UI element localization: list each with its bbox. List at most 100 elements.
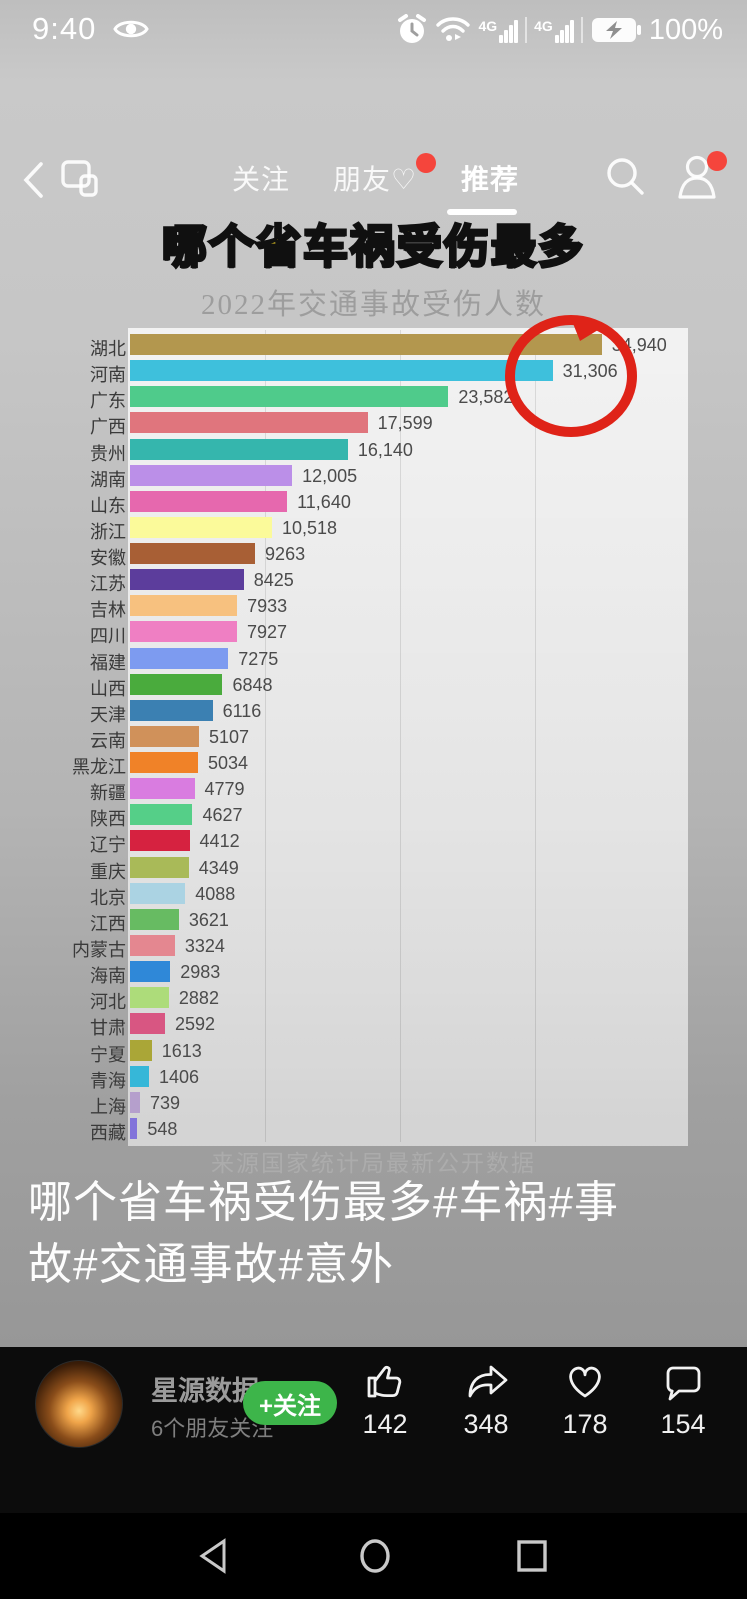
category-label: 内蒙古 bbox=[72, 939, 126, 960]
category-label: 湖北 bbox=[90, 339, 126, 359]
category-label: 黑龙江 bbox=[72, 757, 126, 778]
profile-icon[interactable] bbox=[672, 150, 724, 204]
category-label: 北京 bbox=[90, 887, 126, 908]
multi-screen-icon[interactable] bbox=[60, 156, 102, 200]
value-label: 2592 bbox=[174, 1014, 216, 1035]
caption-line: 哪个省车祸受伤最多#车祸#事 bbox=[28, 1178, 619, 1227]
value-label: 7275 bbox=[238, 648, 279, 669]
follow-button[interactable]: +关注 bbox=[243, 1381, 337, 1425]
android-back-icon[interactable] bbox=[196, 1537, 230, 1575]
chart-row: 广东 23,582 bbox=[0, 385, 747, 411]
tab-recommended[interactable]: 推荐 bbox=[461, 164, 520, 195]
chart-row: 湖南 12,005 bbox=[0, 464, 747, 490]
chart-row: 河南 31,306 bbox=[0, 359, 747, 385]
android-recents-icon[interactable] bbox=[515, 1538, 549, 1574]
chart-row: 北京 4088 bbox=[0, 882, 747, 908]
thumbs-up-icon bbox=[367, 1365, 402, 1398]
bar bbox=[130, 647, 229, 669]
bar bbox=[130, 464, 293, 486]
chart-row: 新疆 4779 bbox=[0, 777, 747, 803]
chart-row: 青海 1406 bbox=[0, 1065, 747, 1091]
chart-row: 福建 7275 bbox=[0, 647, 747, 673]
bar bbox=[130, 882, 186, 904]
category-label: 广西 bbox=[90, 417, 126, 438]
category-label: 重庆 bbox=[90, 861, 126, 882]
value-label: 7927 bbox=[247, 622, 288, 643]
chart-row: 山东 11,640 bbox=[0, 490, 747, 516]
engagement-bar: 星源数据 6个朋友关注 +关注 142 348 178 154 bbox=[0, 1347, 747, 1513]
value-label: 4412 bbox=[199, 831, 240, 852]
bar bbox=[130, 412, 368, 434]
chart-row: 甘肃 2592 bbox=[0, 1012, 747, 1038]
value-label: 6848 bbox=[232, 674, 273, 695]
bar bbox=[130, 569, 244, 591]
tab-friends[interactable]: 朋友♡ bbox=[333, 164, 418, 195]
value-label: 17,599 bbox=[377, 413, 433, 434]
tab-follow[interactable]: 关注 bbox=[232, 164, 291, 195]
value-label: 4627 bbox=[202, 805, 243, 826]
video-player[interactable]: 9:40 4G 4G 100% bbox=[0, 0, 747, 1347]
bar bbox=[130, 987, 169, 1009]
chart-row: 辽宁 4412 bbox=[0, 829, 747, 855]
chart-row: 宁夏 1613 bbox=[0, 1039, 747, 1065]
value-label: 5107 bbox=[208, 726, 249, 747]
comment-count: 154 bbox=[660, 1409, 706, 1439]
like-button[interactable]: 142 bbox=[340, 1357, 430, 1440]
back-icon[interactable] bbox=[20, 160, 46, 200]
bar bbox=[130, 673, 223, 695]
signal-4g-icon: 4G bbox=[478, 18, 519, 43]
category-label: 陕西 bbox=[90, 809, 126, 830]
share-button[interactable]: 348 bbox=[441, 1357, 531, 1440]
value-label: 4779 bbox=[204, 779, 245, 800]
category-label: 浙江 bbox=[90, 521, 126, 542]
battery-charging-icon bbox=[590, 15, 642, 45]
value-label: 2983 bbox=[180, 962, 221, 983]
value-label: 8425 bbox=[253, 570, 294, 591]
value-label: 10,518 bbox=[281, 517, 338, 538]
chart-row: 内蒙古 3324 bbox=[0, 934, 747, 960]
value-label: 3324 bbox=[184, 935, 225, 956]
value-label: 16,140 bbox=[357, 439, 413, 460]
bar bbox=[130, 334, 602, 355]
chart-row: 海南 2983 bbox=[0, 960, 747, 986]
favorite-button[interactable]: 178 bbox=[540, 1357, 630, 1440]
search-icon[interactable] bbox=[602, 152, 648, 200]
video-caption: 哪个省车祸受伤最多#车祸#事 故#交通事故#意外 bbox=[28, 1172, 728, 1296]
chart-row: 四川 7927 bbox=[0, 620, 747, 646]
clock-time: 9:40 bbox=[32, 11, 97, 46]
bar bbox=[130, 1065, 149, 1087]
caption-line: 故#交通事故#意外 bbox=[28, 1240, 394, 1289]
category-label: 海南 bbox=[90, 966, 126, 987]
share-icon bbox=[468, 1365, 508, 1398]
chart-row: 上海 739 bbox=[0, 1091, 747, 1117]
status-divider bbox=[580, 17, 583, 43]
category-label: 西藏 bbox=[90, 1122, 126, 1143]
bar bbox=[130, 1039, 152, 1061]
category-label: 上海 bbox=[90, 1096, 126, 1117]
value-label: 23,582 bbox=[458, 387, 514, 408]
chart-row: 重庆 4349 bbox=[0, 856, 747, 882]
like-count: 142 bbox=[362, 1409, 408, 1439]
chart-title: 2022年交通事故受伤人数 bbox=[200, 289, 546, 321]
value-label: 2882 bbox=[178, 988, 219, 1009]
bar bbox=[130, 725, 199, 747]
publisher-avatar[interactable] bbox=[35, 1360, 123, 1448]
android-home-icon[interactable] bbox=[358, 1537, 392, 1575]
category-label: 青海 bbox=[90, 1070, 126, 1091]
android-nav-bar bbox=[0, 1513, 747, 1599]
chart-row: 贵州 16,140 bbox=[0, 438, 747, 464]
bar bbox=[130, 360, 553, 382]
category-label: 新疆 bbox=[90, 783, 126, 804]
value-label: 5034 bbox=[207, 753, 248, 774]
value-label: 9263 bbox=[265, 544, 306, 565]
category-label: 辽宁 bbox=[90, 835, 126, 856]
chart-row: 河北 2882 bbox=[0, 986, 747, 1012]
publisher-name[interactable]: 星源数据 bbox=[151, 1376, 259, 1406]
status-bar: 9:40 4G 4G 100% bbox=[0, 0, 747, 58]
chart-row: 吉林 7933 bbox=[0, 594, 747, 620]
wifi-icon bbox=[435, 15, 471, 45]
comment-button[interactable]: 154 bbox=[638, 1357, 728, 1440]
value-label: 739 bbox=[149, 1092, 181, 1113]
bar bbox=[130, 438, 348, 460]
category-label: 江苏 bbox=[90, 574, 126, 595]
